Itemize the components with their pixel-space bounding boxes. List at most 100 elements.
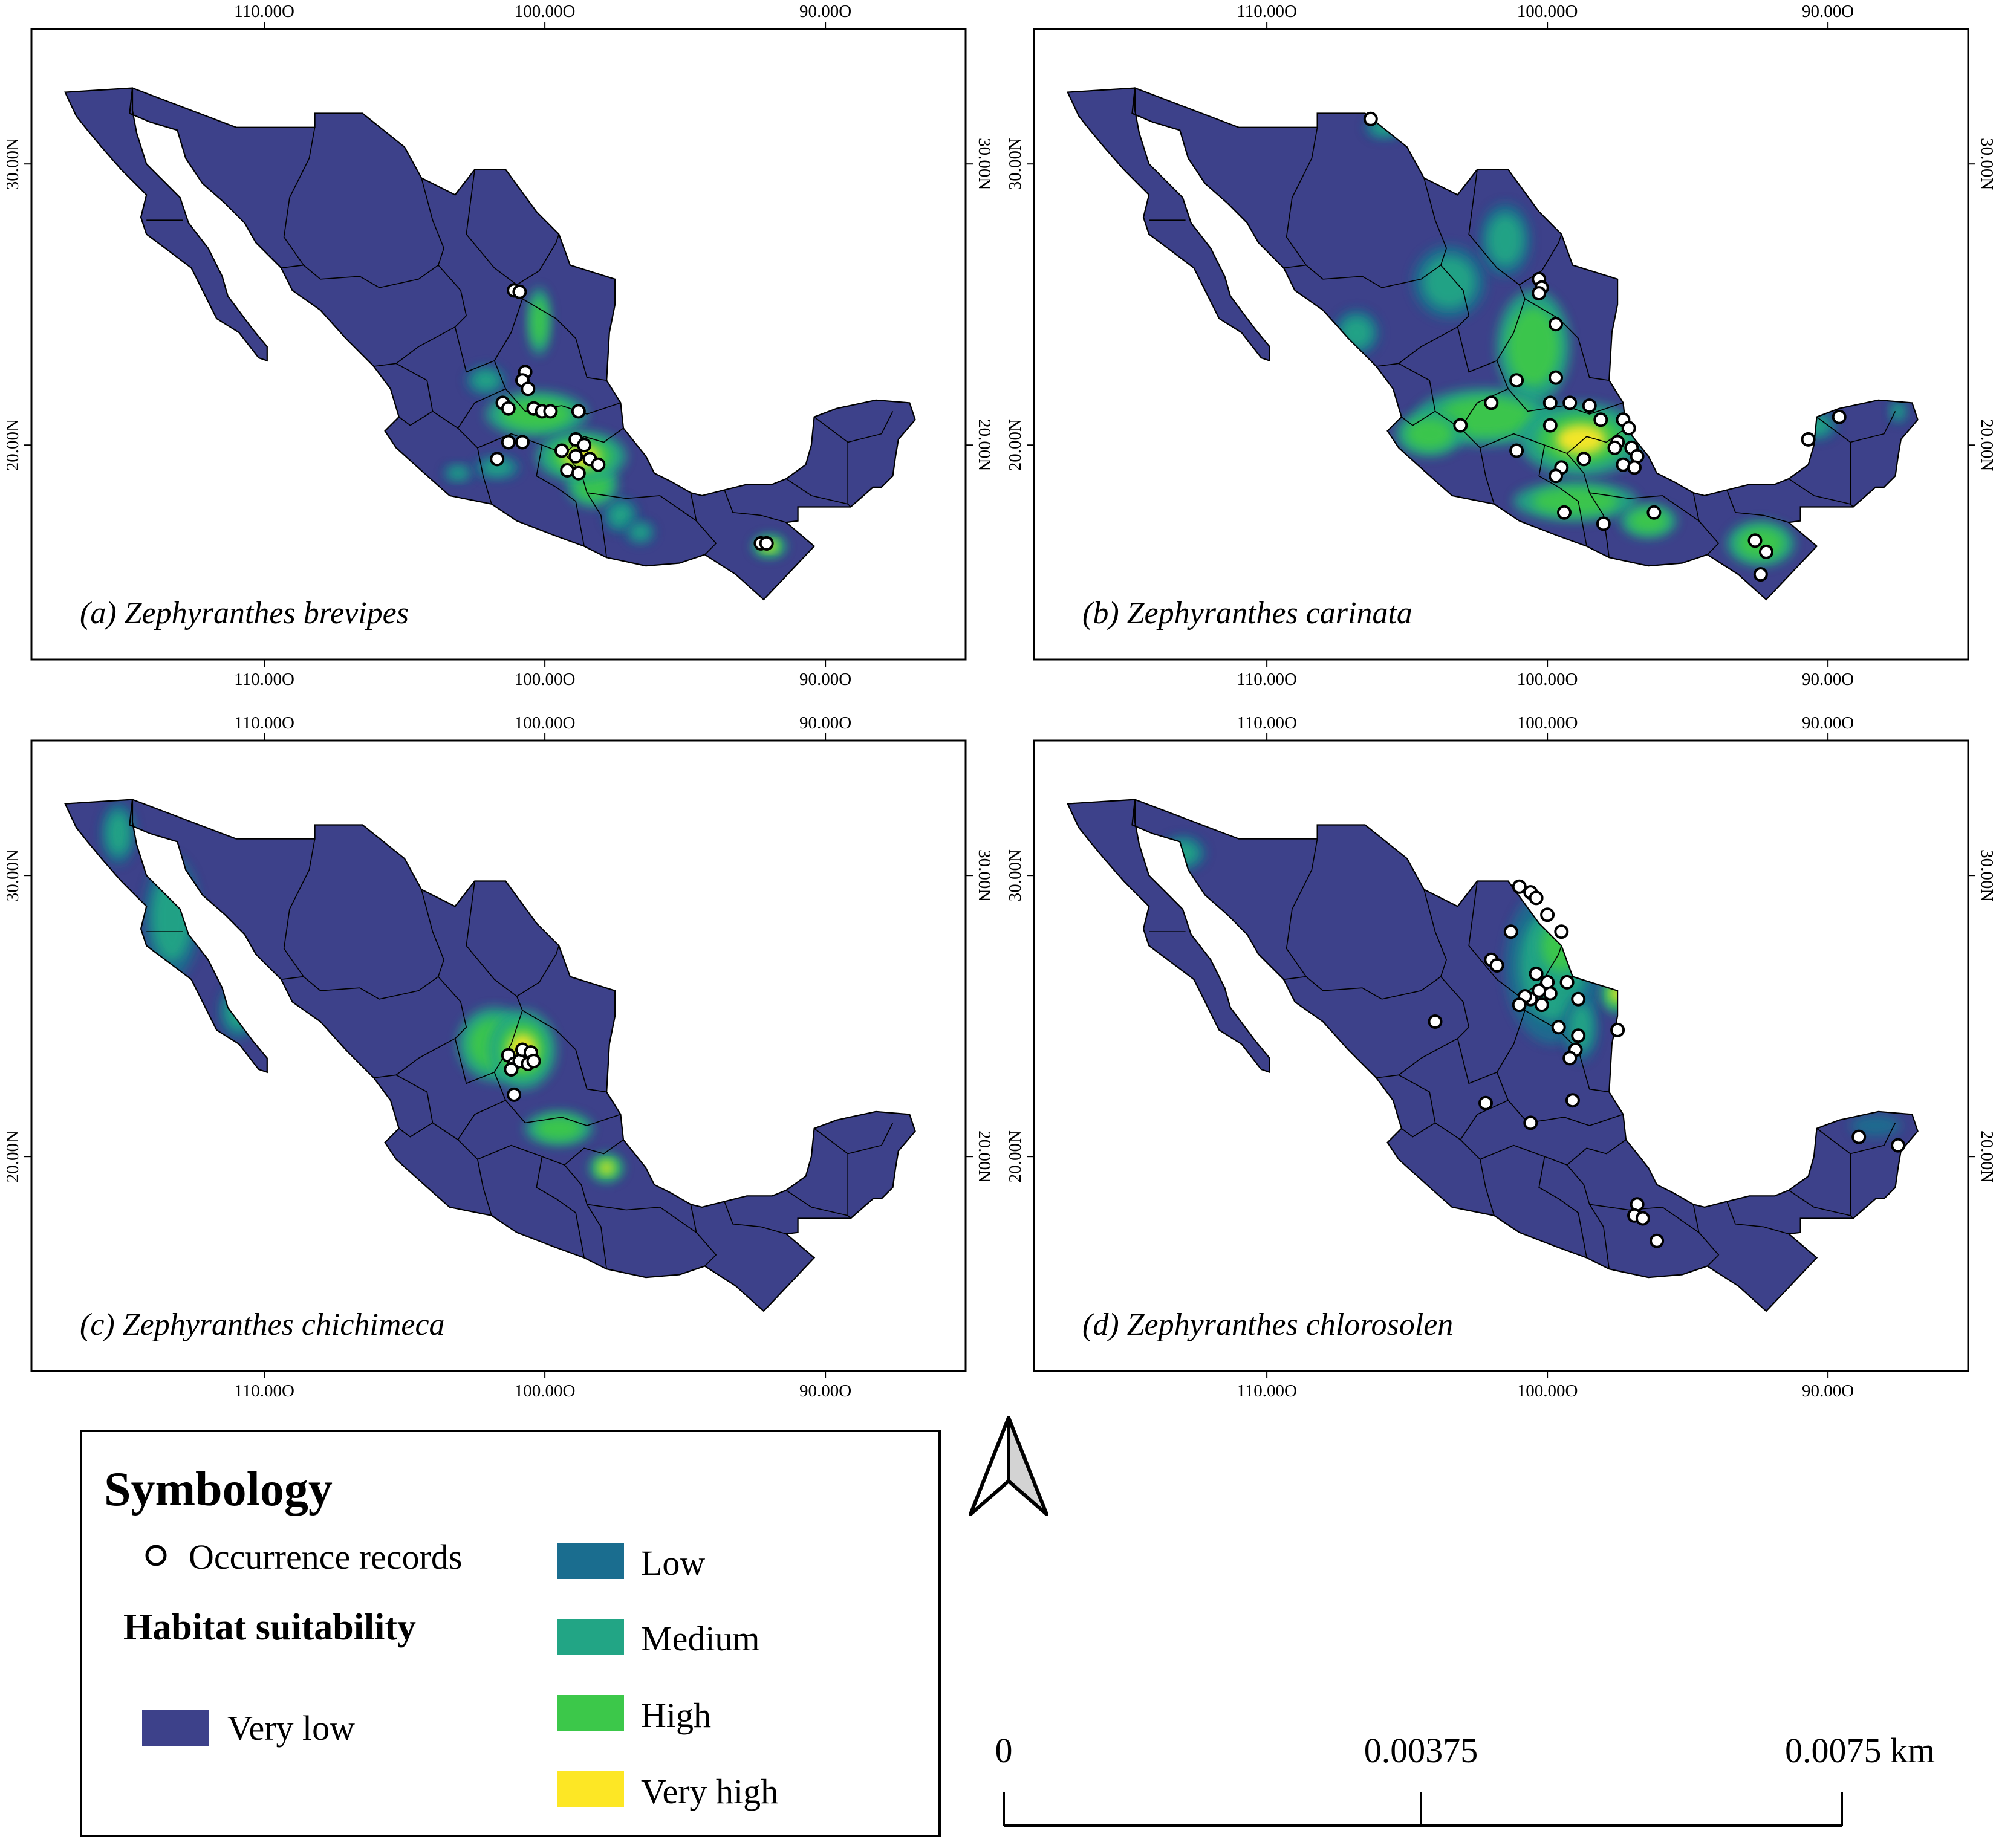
state-border <box>493 1072 621 1126</box>
suitability-patch-high <box>535 1117 583 1141</box>
lat-label-left: 30.00N <box>3 138 22 190</box>
state-border <box>522 298 607 381</box>
land-baja-california <box>1067 88 1270 361</box>
occurrence-point <box>1576 452 1591 467</box>
lon-label-top: 110.00O <box>1237 2 1297 21</box>
occurrence-point <box>1478 1095 1493 1110</box>
occurrence-point <box>507 1087 522 1102</box>
occurrence-point <box>1562 395 1578 410</box>
lat-label-right: 20.00N <box>1977 1130 1997 1182</box>
suitability-patch-high <box>1532 487 1619 515</box>
lon-label-bottom: 110.00O <box>234 670 294 689</box>
suitability-patch-medium <box>1487 214 1523 266</box>
occurrence-point <box>1542 418 1558 433</box>
occurrence-point <box>759 536 774 551</box>
map-panel-b: 110.00O 110.00O 100.00O 100.00O 90.00O 90.00O… <box>1006 2 1997 689</box>
lon-label-top: 100.00O <box>515 713 576 733</box>
occurrence-point <box>1801 432 1816 447</box>
legend-label-low: Low <box>641 1543 705 1583</box>
state-border <box>587 1204 697 1234</box>
occurrence-point <box>490 452 505 467</box>
occurrence-point <box>1582 398 1597 413</box>
lon-label-bottom: 90.00O <box>799 670 851 689</box>
map-panel-c: 110.00O 110.00O 100.00O 100.00O 90.00O 90.00O… <box>3 713 994 1401</box>
state-border <box>1283 838 1318 980</box>
occurrence-point <box>1753 567 1768 582</box>
country-outline <box>129 87 916 601</box>
state-border <box>536 1156 585 1258</box>
occurrence-point <box>1532 983 1547 998</box>
occurrence-point <box>1621 421 1636 436</box>
state-border <box>587 492 697 522</box>
occurrence-point <box>1627 460 1642 475</box>
lon-label-top: 100.00O <box>1517 713 1578 733</box>
map-frame <box>1033 28 1969 661</box>
occurrence-point <box>1554 924 1569 939</box>
lon-label-top: 90.00O <box>1802 713 1854 733</box>
occurrence-point <box>591 457 606 472</box>
baja-outline <box>64 799 268 1074</box>
lon-label-top: 110.00O <box>234 2 294 21</box>
lon-label-top: 110.00O <box>234 713 294 733</box>
state-border <box>724 490 787 523</box>
scale-label-start: 0 <box>995 1731 1013 1770</box>
lon-label-top: 110.00O <box>1237 713 1297 733</box>
north-arrow-icon <box>969 1416 1048 1516</box>
country-outline <box>1131 799 1919 1312</box>
lat-label-right: 30.00N <box>1977 138 1997 190</box>
occurrence-point <box>1635 1211 1650 1226</box>
state-border <box>848 411 894 443</box>
state-border <box>457 388 506 429</box>
occurrence-point <box>1571 1028 1586 1043</box>
suitability-patch-medium <box>630 524 651 540</box>
state-border <box>1698 1232 1720 1267</box>
occurrence-point <box>1532 286 1547 301</box>
legend-swatch-medium <box>557 1619 624 1655</box>
legend-label-very-high: Very high <box>641 1772 778 1811</box>
occurrence-point <box>1503 924 1518 939</box>
state-border <box>1726 490 1789 523</box>
land-baja-california <box>1067 799 1270 1072</box>
lon-label-bottom: 90.00O <box>1802 1381 1854 1401</box>
state-border <box>1788 478 1854 508</box>
occurrence-point <box>1549 370 1563 385</box>
legend: Symbology Occurrence records Habitat sui… <box>80 1430 941 1837</box>
state-border <box>1850 411 1896 443</box>
occurrence-point <box>1593 412 1608 427</box>
legend-swatch-low <box>557 1543 624 1579</box>
state-border <box>1519 945 1562 997</box>
state-border <box>1305 889 1447 1000</box>
lon-label-bottom: 100.00O <box>1517 1381 1578 1401</box>
occurrence-point <box>515 435 530 450</box>
occurrence-point <box>568 449 583 464</box>
suitability-patch-medium <box>481 459 513 476</box>
lon-label-top: 90.00O <box>1802 2 1854 21</box>
state-border <box>303 178 444 288</box>
occurrence-point <box>526 1054 541 1069</box>
lat-label-left: 20.00N <box>3 1130 22 1182</box>
scale-label-mid: 0.00375 <box>1364 1731 1478 1770</box>
occurrence-point <box>1549 317 1563 332</box>
legend-label-medium: Medium <box>641 1619 760 1658</box>
lon-label-top: 90.00O <box>799 713 851 733</box>
suitability-patch-medium <box>608 503 632 527</box>
occurrence-point <box>1557 505 1572 520</box>
occurrence-point <box>1610 1022 1625 1037</box>
map-panel-d: 110.00O 110.00O 100.00O 100.00O 90.00O 90.00O… <box>1006 713 1997 1401</box>
lat-label-right: 30.00N <box>975 138 994 190</box>
occurrence-point <box>1453 418 1468 433</box>
occurrence-point <box>1363 111 1378 126</box>
map-panel-a: 110.00O 110.00O 100.00O 100.00O 90.00O 90.00O… <box>3 2 994 689</box>
legend-swatch-high <box>557 1695 624 1731</box>
state-border <box>1788 1190 1854 1219</box>
baja-outline <box>1067 799 1270 1074</box>
state-border <box>1305 178 1447 288</box>
map-title: (d) Zephyranthes chlorosolen <box>1082 1308 1453 1342</box>
state-border <box>785 1190 851 1219</box>
lat-label-left: 20.00N <box>1006 1130 1025 1182</box>
suitability-patch-very-high <box>1556 424 1606 455</box>
state-border <box>1460 1100 1509 1140</box>
lat-label-right: 20.00N <box>975 419 994 471</box>
occurrence-point <box>1551 1020 1566 1035</box>
legend-label-very-low: Very low <box>227 1708 355 1748</box>
